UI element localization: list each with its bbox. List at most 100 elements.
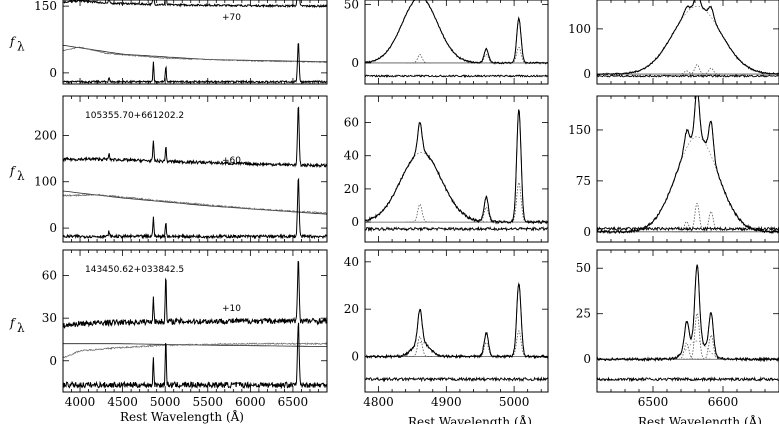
- y-tick-label: 20: [344, 302, 359, 316]
- y-axis-title-sub: λ: [17, 169, 25, 183]
- offset-label: +60: [222, 156, 241, 166]
- observed-line-profile: [597, 96, 779, 235]
- panel-r2-left-frame: [62, 95, 328, 243]
- narrow-component-line: [406, 203, 434, 223]
- fit-residual-line: [365, 74, 548, 79]
- panel-r3-middle: 4800 4900 5000 0 20 40: [344, 249, 549, 409]
- panel-r3-left: 4000 4500 5000 5500 6000 6500 0 30 60 143450.62+0…: [9, 249, 328, 409]
- plot-area: [597, 264, 779, 383]
- offset-label: +10: [222, 304, 241, 314]
- x-tick-label: 4800: [363, 395, 394, 409]
- y-tick-label: 200: [34, 128, 57, 142]
- offset-spectrum-line: [63, 106, 327, 169]
- y-axis-title-main: f: [9, 164, 17, 178]
- panel-r2-middle: 0 20 40 60: [344, 95, 549, 243]
- y-tick-label: 0: [351, 215, 359, 229]
- y-tick-label: 150: [568, 123, 591, 137]
- panel-r3-middle-frame: [364, 249, 549, 393]
- plot-area: [63, 0, 327, 84]
- panel-r1-left: 0 150 +70 f λ: [9, 0, 328, 85]
- narrow-component-line: [683, 312, 712, 360]
- y-tick-label: 40: [344, 149, 359, 163]
- y-axis-title-sub: λ: [17, 321, 25, 335]
- offset-label: +70: [222, 13, 241, 23]
- x-tick-label: 5000: [150, 395, 181, 409]
- y-tick-label: 100: [34, 175, 57, 189]
- panel-r1-right-frame: [596, 0, 779, 85]
- y-tick-label: 0: [583, 225, 591, 239]
- panel-r3-left-frame: [62, 249, 328, 393]
- panel-r1-middle: 0 50: [344, 0, 549, 85]
- x-tick-label: 4900: [431, 395, 462, 409]
- y-tick-label: 60: [42, 269, 57, 283]
- broad-component-line: [365, 341, 548, 357]
- model-fit-line: [597, 0, 779, 75]
- panel-r3-right-frame: [596, 249, 779, 393]
- narrow-component-line: [683, 64, 712, 75]
- x-tick-label: 6000: [235, 395, 266, 409]
- x-tick-label: 5500: [193, 395, 224, 409]
- narrow-component-line: [672, 342, 701, 360]
- fit-residual-line: [597, 225, 779, 232]
- plot-area: [63, 260, 327, 390]
- host-template-line: [63, 193, 327, 214]
- y-tick-label: 50: [576, 261, 591, 275]
- broad-component-line: [365, 152, 548, 223]
- panel-r3-right: 6500 6600 0 25 50: [576, 249, 779, 409]
- y-tick-label: 60: [344, 116, 359, 130]
- panel-r2-right-frame: [596, 95, 779, 243]
- host-template-line: [63, 46, 327, 63]
- narrow-component-line: [406, 336, 434, 357]
- x-axis-title-right: Rest Wavelength (Å): [638, 414, 762, 424]
- x-tick-label: 5000: [499, 395, 530, 409]
- plot-area: [365, 281, 548, 383]
- y-tick-label: 0: [49, 221, 57, 235]
- plot-area: [365, 0, 548, 79]
- narrow-component-line: [697, 334, 726, 360]
- y-tick-label: 0: [583, 67, 591, 81]
- fit-residual-line: [365, 376, 548, 383]
- y-tick-label: 0: [49, 354, 57, 368]
- offset-spectrum-line: [63, 260, 327, 329]
- x-tick-label: 6500: [278, 395, 309, 409]
- narrow-component-line: [505, 330, 533, 357]
- broad-component-line: [597, 340, 779, 360]
- y-tick-label: 100: [568, 22, 591, 36]
- y-axis-title-main: f: [9, 316, 17, 330]
- y-tick-label: 20: [344, 182, 359, 196]
- observed-line-profile: [597, 0, 779, 76]
- continuum-line: [63, 44, 327, 63]
- y-tick-label: 75: [576, 174, 591, 188]
- narrow-component-line: [505, 46, 533, 64]
- y-tick-label: 0: [351, 56, 359, 70]
- plot-area: [63, 106, 327, 240]
- y-tick-label: 25: [576, 307, 591, 321]
- x-tick-label: 4000: [65, 395, 96, 409]
- observed-line-profile: [365, 0, 548, 65]
- observed-line-profile: [597, 264, 779, 363]
- y-tick-label: 50: [344, 0, 359, 11]
- narrow-component-line: [472, 54, 500, 64]
- x-axis-title-middle: Rest Wavelength (Å): [408, 414, 532, 424]
- narrow-component-line: [672, 221, 701, 233]
- fit-residual-line: [597, 74, 779, 79]
- plot-area: [597, 96, 779, 235]
- model-fit-line: [597, 96, 779, 233]
- fit-residual-line: [597, 376, 779, 383]
- y-tick-label: 0: [583, 352, 591, 366]
- broad-component-line: [597, 136, 779, 233]
- observed-line-profile: [365, 283, 548, 360]
- y-tick-label: 40: [344, 255, 359, 269]
- object-name-label: 105355.70+661202.2: [85, 111, 184, 121]
- narrow-component-line: [505, 182, 533, 223]
- y-tick-label: 30: [42, 311, 57, 325]
- y-axis-title-main: f: [9, 35, 17, 49]
- observed-line-profile: [365, 109, 548, 225]
- offset-spectrum-line: [63, 0, 327, 9]
- panel-r1-left-frame: [62, 0, 328, 85]
